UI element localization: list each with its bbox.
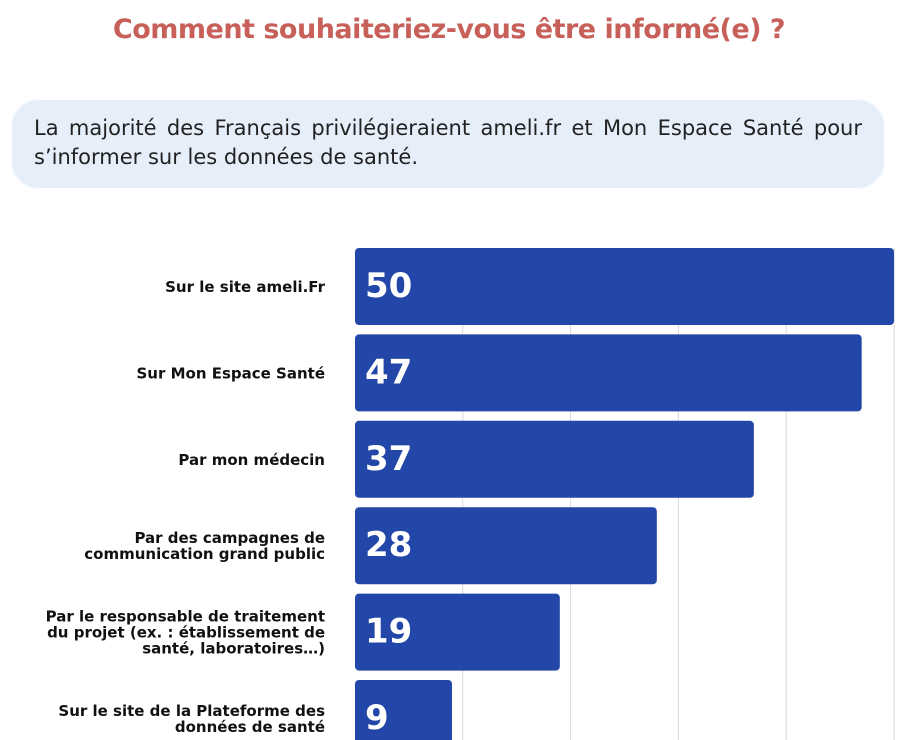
category-label: Par des campagnes de communication grand …: [84, 529, 325, 563]
bar-value-label: 9: [365, 698, 389, 738]
bar-value-label: 28: [365, 525, 412, 565]
key-finding-text: La majorité des Français privilégieraien…: [34, 116, 862, 169]
bar: [355, 680, 453, 740]
category-label: Sur le site de la Plateforme des données …: [58, 702, 325, 736]
bar-value-label: 47: [365, 352, 412, 392]
category-label: Sur le site ameli.Fr: [165, 278, 325, 296]
bar: [355, 248, 894, 325]
bar-value-label: 19: [365, 612, 412, 652]
bar-value-label: 50: [365, 266, 412, 306]
category-label: Par le responsable de traitement du proje…: [46, 608, 325, 658]
category-label: Sur Mon Espace Santé: [136, 364, 325, 382]
bar: [355, 420, 754, 498]
category-label: Par mon médecin: [178, 451, 325, 469]
bar-value-label: 37: [365, 439, 412, 479]
page-title: Comment souhaiteriez-vous être informé(e…: [112, 14, 786, 45]
bar: [355, 507, 657, 585]
bar: [355, 334, 862, 412]
bar: [355, 593, 560, 671]
key-finding-callout: La majorité des Français privilégieraien…: [12, 100, 884, 188]
